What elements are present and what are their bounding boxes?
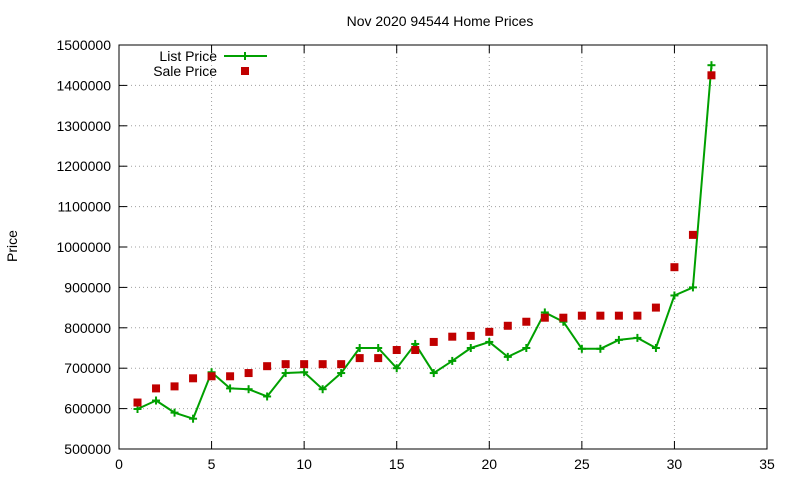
list-price-point [226, 384, 235, 393]
list-price-line [137, 65, 713, 420]
list-price-point [670, 291, 679, 300]
sale-price-point [133, 398, 142, 407]
sale-price-point [244, 369, 253, 378]
legend-plus-swatch [241, 52, 249, 60]
list-price-point [596, 344, 605, 353]
y-tick-label: 900000 [64, 279, 111, 295]
tick-labels: 500000 600000 700000 800000 900000 1000000 110… [56, 37, 775, 472]
sale-price-point [614, 311, 623, 320]
list-price-point [318, 385, 327, 394]
sale-price-series [133, 71, 716, 407]
x-tick-label: 25 [574, 456, 590, 472]
x-tick-label: 20 [481, 456, 497, 472]
sale-price-point [355, 354, 364, 363]
list-price-point [448, 356, 457, 365]
sale-price-point [540, 313, 549, 322]
y-tick-label: 1100000 [58, 199, 112, 215]
sale-price-point [707, 71, 716, 80]
list-price-point [392, 364, 401, 373]
x-tick-label: 5 [208, 456, 216, 472]
sale-price-point [411, 346, 420, 355]
y-tick-label: 1500000 [56, 37, 111, 53]
sale-price-point [596, 311, 605, 320]
sale-price-point [429, 337, 438, 346]
y-axis-title: Price [4, 230, 20, 262]
list-price-point [429, 369, 438, 378]
list-price-point [688, 283, 697, 292]
sale-price-point [670, 263, 679, 272]
list-price-series [133, 61, 716, 423]
legend-label: List Price [159, 48, 217, 64]
sale-price-point [337, 360, 346, 369]
y-tick-label: 1000000 [56, 239, 111, 255]
list-price-point [485, 337, 494, 346]
sale-price-point [263, 362, 272, 371]
y-tick-label: 1300000 [56, 118, 111, 134]
series-layer [133, 61, 716, 423]
list-price-point [152, 396, 161, 405]
y-tick-label: 600000 [64, 401, 111, 417]
sale-price-point [226, 372, 235, 381]
list-price-point [651, 344, 660, 352]
x-tick-label: 15 [389, 456, 405, 472]
list-price-point [300, 368, 309, 377]
list-price-point [614, 335, 623, 344]
sale-price-point [374, 354, 383, 363]
list-price-point [263, 392, 272, 401]
list-price-point [337, 369, 346, 378]
legend-label: Sale Price [153, 63, 217, 79]
x-tick-label: 10 [296, 456, 312, 472]
y-tick-label: 1200000 [56, 158, 111, 174]
sale-price-point [448, 332, 457, 341]
list-price-point [707, 61, 716, 70]
sale-price-point [688, 230, 697, 239]
list-price-point [281, 369, 290, 378]
sale-price-point [392, 346, 401, 355]
legend-item: List Price [159, 48, 267, 64]
x-tick-label: 35 [759, 456, 775, 472]
sale-price-point [503, 321, 512, 330]
chart-title: Nov 2020 94544 Home Prices [347, 13, 534, 29]
y-tick-label: 800000 [64, 320, 111, 336]
sale-price-point [466, 331, 475, 340]
legend-square-swatch [241, 67, 249, 75]
list-price-point [189, 414, 198, 423]
list-price-point [244, 385, 253, 394]
list-price-point [170, 408, 179, 417]
sale-price-point [633, 311, 642, 320]
y-tick-label: 500000 [64, 441, 111, 457]
list-price-point [466, 344, 475, 352]
sale-price-point [152, 384, 161, 393]
sale-price-point [318, 360, 327, 369]
x-tick-label: 0 [115, 456, 123, 472]
grid-lines [119, 45, 767, 449]
y-tick-label: 1400000 [56, 77, 111, 93]
sale-price-point [559, 313, 568, 322]
y-tick-label: 700000 [64, 360, 111, 376]
sale-price-point [522, 317, 531, 326]
list-price-point [577, 344, 586, 353]
list-price-point [355, 344, 364, 352]
list-price-point [522, 344, 531, 352]
sale-price-point [300, 360, 309, 369]
sale-price-point [170, 382, 179, 391]
list-price-point [503, 352, 512, 361]
sale-price-point [189, 374, 198, 383]
sale-price-point [485, 327, 494, 336]
legend-item: Sale Price [153, 63, 249, 79]
plot-frame [118, 44, 768, 450]
sale-price-point [651, 303, 660, 312]
x-tick-label: 30 [667, 456, 683, 472]
list-price-point [633, 333, 642, 342]
sale-price-point [207, 372, 216, 381]
sale-price-point [577, 311, 586, 320]
list-price-point [374, 344, 383, 352]
sale-price-point [281, 360, 290, 369]
